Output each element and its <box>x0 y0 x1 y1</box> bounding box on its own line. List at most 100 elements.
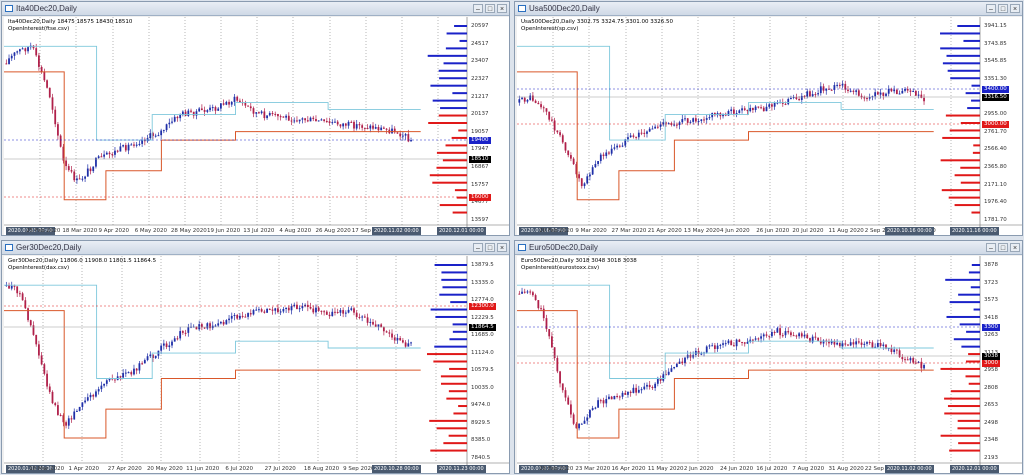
price-chart[interactable]: Euro50Dec20,Daily 3018 3048 3018 3038 Op… <box>517 256 1022 473</box>
candle-body <box>203 327 206 329</box>
candle-body <box>228 101 230 105</box>
window-titlebar[interactable]: Euro50Dec20,Daily – □ × <box>515 241 1022 255</box>
candle-body <box>637 389 640 393</box>
chart-window-ita[interactable]: Ita40Dec20,Daily – □ × Ita40Dec20,Daily … <box>1 1 510 236</box>
candle-body <box>553 120 556 131</box>
volume-profile-bar <box>940 159 980 162</box>
candle-body <box>591 408 594 411</box>
candle-body <box>792 335 795 337</box>
candle-body <box>27 308 29 321</box>
volume-profile-bar <box>440 107 467 110</box>
price-chart[interactable]: Ita40Dec20,Daily 18475 18575 18430 18510… <box>4 17 509 235</box>
time-tick-label: 13 May 2020 <box>683 228 720 234</box>
price-tick-label: 3941.15 <box>984 23 1007 29</box>
chart-info: Ger30Dec20,Daily 11806.0 11908.0 11801.5… <box>8 258 156 272</box>
volume-profile-bar <box>442 159 467 162</box>
chart-canvas[interactable] <box>517 17 1022 235</box>
candle-body <box>635 136 638 138</box>
candle-body <box>613 396 616 400</box>
candle-body <box>385 331 388 333</box>
volume-profile-bar <box>971 264 980 266</box>
chart-window-icon <box>518 5 526 12</box>
volume-profile-bar <box>957 419 980 422</box>
candle-body <box>635 387 638 393</box>
candle-body <box>78 178 81 180</box>
candle-body <box>32 325 35 335</box>
price-tick-label: 12229.5 <box>471 314 494 321</box>
chart-window-usa[interactable]: Usa500Dec20,Daily – □ × Usa500Dec20,Dail… <box>514 1 1023 236</box>
price-chart[interactable]: Usa500Dec20,Daily 3302.75 3324.75 3301.0… <box>517 17 1022 235</box>
close-button[interactable]: × <box>497 4 507 13</box>
window-title: Ita40Dec20,Daily <box>16 4 77 13</box>
minimize-button[interactable]: – <box>473 4 483 13</box>
candle-body <box>752 339 754 341</box>
close-button[interactable]: × <box>1010 243 1020 252</box>
window-titlebar[interactable]: Ita40Dec20,Daily – □ × <box>2 2 509 16</box>
candle-body <box>181 111 184 115</box>
chart-window-euro[interactable]: Euro50Dec20,Daily – □ × Euro50Dec20,Dail… <box>514 240 1023 474</box>
minimize-button[interactable]: – <box>473 243 483 252</box>
candle-body <box>857 341 860 343</box>
close-button[interactable]: × <box>1010 4 1020 13</box>
candle-body <box>195 326 198 330</box>
volume-profile-bar <box>942 62 980 65</box>
window-titlebar[interactable]: Ger30Dec20,Daily – □ × <box>2 241 509 255</box>
candle-body <box>575 164 578 175</box>
candle-body <box>860 95 863 98</box>
chart-canvas[interactable] <box>4 17 509 235</box>
maximize-button[interactable]: □ <box>998 243 1008 252</box>
time-cursor-box: 2020.11.02 00:00 <box>372 227 421 235</box>
chart-canvas[interactable] <box>4 256 509 473</box>
volume-profile-bar <box>430 449 467 452</box>
candle-body <box>35 334 38 345</box>
volume-profile-bar <box>430 308 467 311</box>
symbol-ohlc: Usa500Dec20,Daily 3302.75 3324.75 3301.0… <box>521 19 674 25</box>
candle-body <box>114 150 116 155</box>
candle-body <box>643 132 646 134</box>
candle-body <box>542 107 545 109</box>
candle-body <box>18 293 21 295</box>
candle-body <box>559 371 561 384</box>
candle-body <box>852 342 855 345</box>
candle-body <box>388 332 391 334</box>
volume-profile-bar <box>458 405 467 408</box>
candle-body <box>76 178 78 181</box>
candle-body <box>887 88 890 94</box>
chart-window-ger[interactable]: Ger30Dec20,Daily – □ × Ger30Dec20,Daily … <box>1 240 510 474</box>
candle-body <box>81 178 84 180</box>
candle-body <box>328 121 331 123</box>
window-titlebar[interactable]: Usa500Dec20,Daily – □ × <box>515 2 1022 16</box>
volume-profile-bar <box>446 32 467 35</box>
candle-body <box>833 85 836 90</box>
time-tick-label: 18 Aug 2020 <box>303 466 340 472</box>
price-tick-label: 2193 <box>984 455 998 461</box>
candle-body <box>380 127 383 131</box>
candle-body <box>92 166 95 172</box>
candle-body <box>361 316 364 318</box>
candle-body <box>819 86 822 94</box>
candle-body <box>757 106 760 108</box>
resistance-step-line <box>517 45 934 141</box>
volume-profile-bar <box>950 77 980 80</box>
chart-canvas[interactable] <box>517 256 1022 473</box>
minimize-button[interactable]: – <box>986 4 996 13</box>
price-chart[interactable]: Ger30Dec20,Daily 11806.0 11908.0 11801.5… <box>4 256 509 473</box>
candle-body <box>239 100 241 103</box>
candle-body <box>89 168 92 172</box>
maximize-button[interactable]: □ <box>998 4 1008 13</box>
candle-body <box>353 121 355 129</box>
volume-profile-bar <box>949 129 980 132</box>
candle-body <box>654 126 657 129</box>
time-tick-label: 4 Aug 2020 <box>279 228 312 234</box>
candle-body <box>114 379 116 381</box>
maximize-button[interactable]: □ <box>485 243 495 252</box>
candle-body <box>323 119 326 122</box>
candle-body <box>836 342 839 345</box>
minimize-button[interactable]: – <box>986 243 996 252</box>
maximize-button[interactable]: □ <box>485 4 495 13</box>
close-button[interactable]: × <box>497 243 507 252</box>
candle-body <box>700 353 703 355</box>
candle-body <box>662 122 665 125</box>
candle-body <box>917 361 920 363</box>
candle-body <box>662 374 665 381</box>
